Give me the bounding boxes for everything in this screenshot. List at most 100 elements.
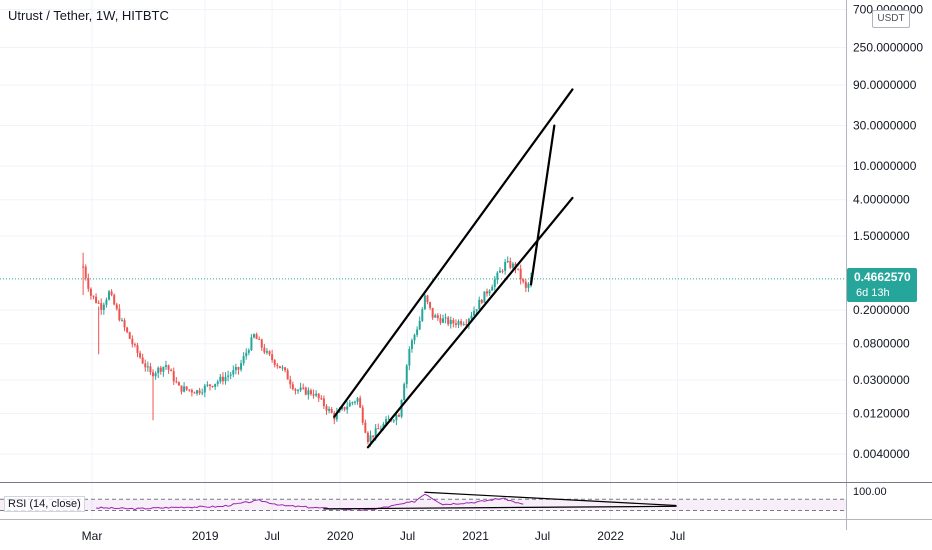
candle-body — [255, 334, 258, 340]
x-tick-label: Mar — [82, 529, 103, 543]
candle-body — [346, 406, 349, 410]
candle-body — [325, 406, 328, 411]
x-tick-label: Jul — [264, 529, 279, 543]
candle-body — [136, 345, 139, 353]
candle-body — [237, 367, 240, 370]
candle-body — [180, 385, 183, 392]
candle-body — [506, 260, 509, 262]
candle-body — [431, 307, 434, 318]
candle-body — [128, 332, 131, 339]
y-tick-label: 250.0000000 — [853, 41, 923, 55]
x-tick-label: 2020 — [327, 529, 354, 543]
candle-body — [449, 320, 452, 325]
candle-body — [377, 428, 380, 430]
candle-body — [465, 324, 468, 326]
candle-body — [395, 414, 398, 421]
candle-body — [167, 365, 170, 370]
x-tick-label: Jul — [535, 529, 550, 543]
candle-body — [493, 279, 496, 288]
candle-body — [361, 407, 364, 423]
x-tick-label: 2022 — [597, 529, 624, 543]
candle-body — [258, 339, 261, 341]
candle-body — [84, 266, 87, 279]
candles — [82, 252, 533, 447]
candle-body — [379, 428, 382, 430]
candle-body — [245, 352, 248, 357]
candle-body — [175, 381, 178, 383]
candle-body — [343, 406, 346, 410]
candle-body — [299, 387, 302, 391]
candle-body — [170, 369, 173, 372]
candle-body — [139, 352, 142, 358]
candle-body — [444, 317, 447, 319]
candle-body — [328, 408, 331, 411]
candle-body — [232, 370, 235, 375]
candle-body — [271, 354, 274, 360]
candle-body — [240, 363, 243, 370]
candle-body — [190, 389, 193, 393]
candle-body — [524, 281, 527, 288]
candle-body — [307, 390, 310, 395]
axes — [0, 0, 932, 530]
candle-body — [317, 393, 320, 399]
candle-body — [193, 392, 196, 394]
candle-body — [253, 334, 255, 338]
candle-body — [95, 296, 98, 303]
candle-body — [281, 367, 284, 369]
candle-body — [97, 302, 100, 304]
candle-body — [291, 384, 294, 390]
candle-body — [102, 304, 105, 310]
candle-body — [457, 321, 460, 325]
trendline — [529, 124, 556, 286]
candle-body — [126, 327, 129, 333]
rsi-panel — [0, 493, 846, 512]
candle-body — [105, 299, 108, 305]
candle-body — [196, 390, 199, 394]
chart-title: Utrust / Tether, 1W, HITBTC — [8, 8, 169, 23]
candle-body — [219, 376, 222, 382]
bar-countdown: 6d 13h — [856, 287, 890, 299]
candle-body — [278, 366, 281, 369]
last-price-value: 0.4662570 — [854, 270, 911, 284]
candle-body — [87, 278, 90, 289]
candle-body — [353, 401, 356, 403]
candle-body — [89, 288, 92, 296]
rsi-indicator-label[interactable]: RSI (14, close) — [4, 496, 85, 512]
x-tick-label: 2019 — [192, 529, 219, 543]
trendline — [323, 505, 677, 510]
candle-body — [519, 268, 522, 280]
rsi-tick-label: 100.00 — [853, 486, 887, 498]
candle-body — [403, 384, 406, 401]
candle-body — [374, 428, 377, 437]
x-tick-label: Jul — [400, 529, 415, 543]
candle-body — [284, 367, 287, 371]
candle-body — [405, 365, 408, 385]
candle-body — [227, 375, 230, 377]
candle-body — [439, 318, 442, 323]
candle-body — [410, 340, 413, 349]
candle-body — [201, 392, 204, 394]
y-tick-label: 10.0000000 — [853, 159, 917, 173]
candle-body — [434, 315, 437, 318]
candle-body — [162, 366, 165, 372]
candle-body — [250, 337, 253, 351]
candle-body — [454, 323, 457, 325]
candle-body — [462, 324, 465, 326]
candle-body — [157, 367, 160, 374]
candle-body — [511, 263, 514, 268]
x-tick-label: Jul — [670, 529, 685, 543]
candle-body — [486, 291, 489, 294]
rsi-band — [0, 499, 846, 511]
y-tick-label: 4.0000000 — [853, 193, 910, 207]
candle-body — [276, 364, 279, 367]
candle-body — [198, 390, 201, 393]
candle-body — [188, 389, 191, 391]
candle-body — [315, 393, 318, 396]
candle-body — [309, 390, 312, 395]
candle-body — [92, 295, 95, 297]
candle-body — [364, 422, 367, 433]
currency-badge[interactable]: USDT — [872, 10, 910, 28]
candle-body — [144, 363, 147, 368]
trendline — [333, 88, 574, 418]
